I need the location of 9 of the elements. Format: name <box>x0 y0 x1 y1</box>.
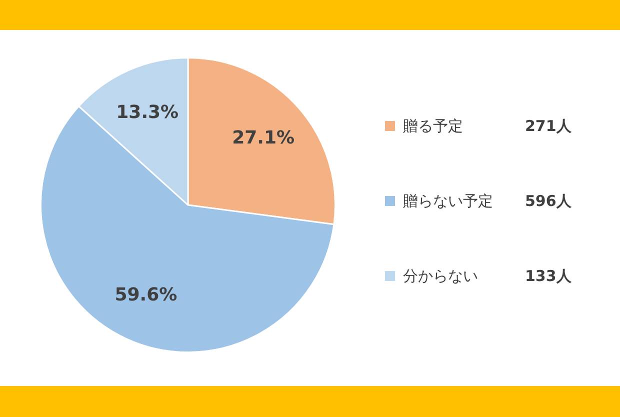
text: 596人 <box>525 192 572 210</box>
legend-label: 分からない <box>403 266 478 286</box>
data-label: 59.6% <box>114 284 178 306</box>
data-label: 27.1% <box>232 128 295 149</box>
legend-label: 贈る予定 <box>403 116 463 136</box>
text: 133人 <box>525 266 572 286</box>
data-label: 13.3% <box>116 102 179 124</box>
text: 271人 <box>525 116 572 136</box>
legend-label: 贈らない予定 <box>403 192 493 210</box>
